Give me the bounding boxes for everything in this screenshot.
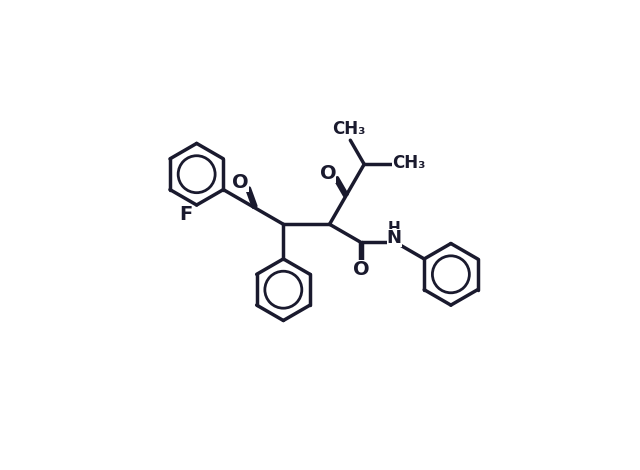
Text: CH₃: CH₃: [332, 120, 365, 139]
Text: H: H: [388, 221, 401, 236]
Text: O: O: [353, 260, 369, 279]
Text: O: O: [320, 164, 337, 183]
Text: O: O: [232, 173, 249, 192]
Text: CH₃: CH₃: [392, 154, 426, 172]
Text: N: N: [387, 229, 402, 247]
Text: F: F: [179, 205, 193, 224]
